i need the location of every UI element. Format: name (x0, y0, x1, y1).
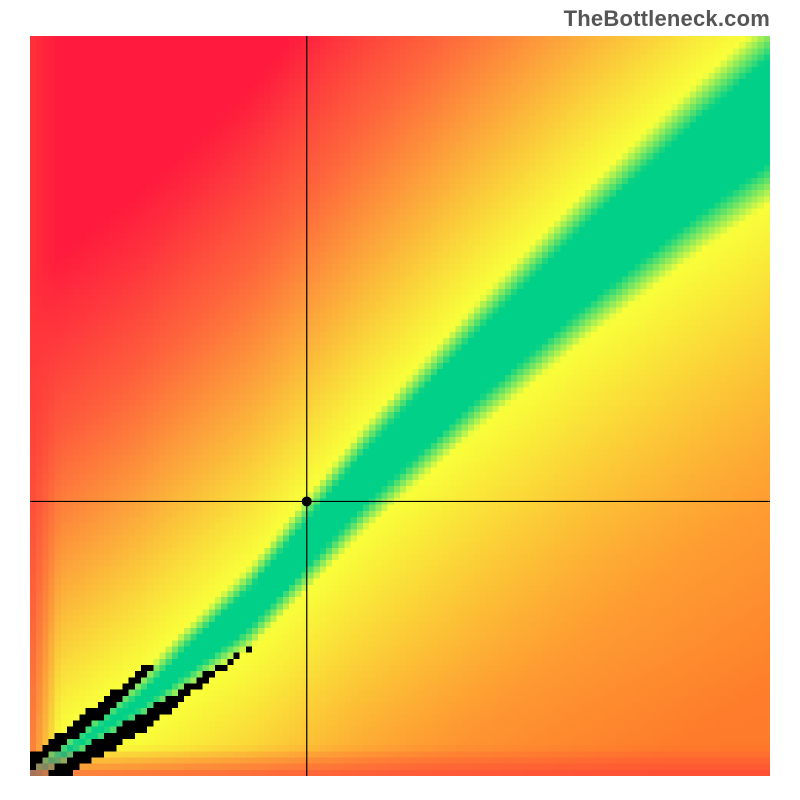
watermark-text: TheBottleneck.com (564, 6, 770, 32)
bottleneck-heatmap (30, 36, 770, 776)
chart-container: { "watermark": { "text": "TheBottleneck.… (0, 0, 800, 800)
